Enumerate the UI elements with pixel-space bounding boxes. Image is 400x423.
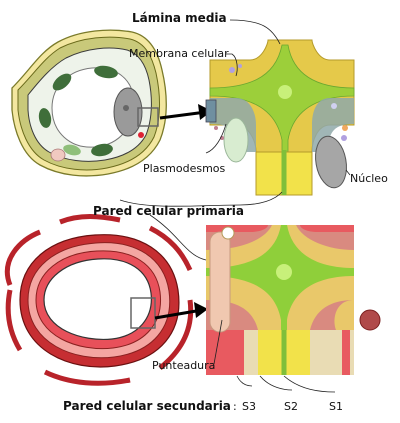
s1-label: S1 [329,400,343,413]
s2-label: S2 [284,400,298,413]
secondary-cell-illustration [4,214,194,386]
cell-membrane-label: Membrana celular [129,47,229,60]
plasmodesmata-label: Plasmodesmos [143,162,226,175]
primary-cell-illustration [11,29,167,177]
primary-wall-label: Pared celular primaria [93,204,244,218]
colon-separator: : [233,400,237,413]
zoom-arrow-top [159,110,207,120]
secondary-wall-magnified [206,225,354,375]
s3-label: S3 [242,400,256,413]
pit-label: Punteadura [152,359,215,372]
secondary-wall-label: Pared celular secundaria [63,399,231,413]
middle-lamella-label: Lámina media [132,11,227,25]
zoom-arrow-top-head [198,104,212,120]
primary-wall-magnified [205,39,355,196]
nucleus-label: Núcleo [350,172,388,185]
zoom-arrow-bottom [154,308,203,320]
zoom-arrow-bottom-head [194,302,208,318]
organelle-sphere [359,309,381,331]
leader-lines [119,19,351,393]
